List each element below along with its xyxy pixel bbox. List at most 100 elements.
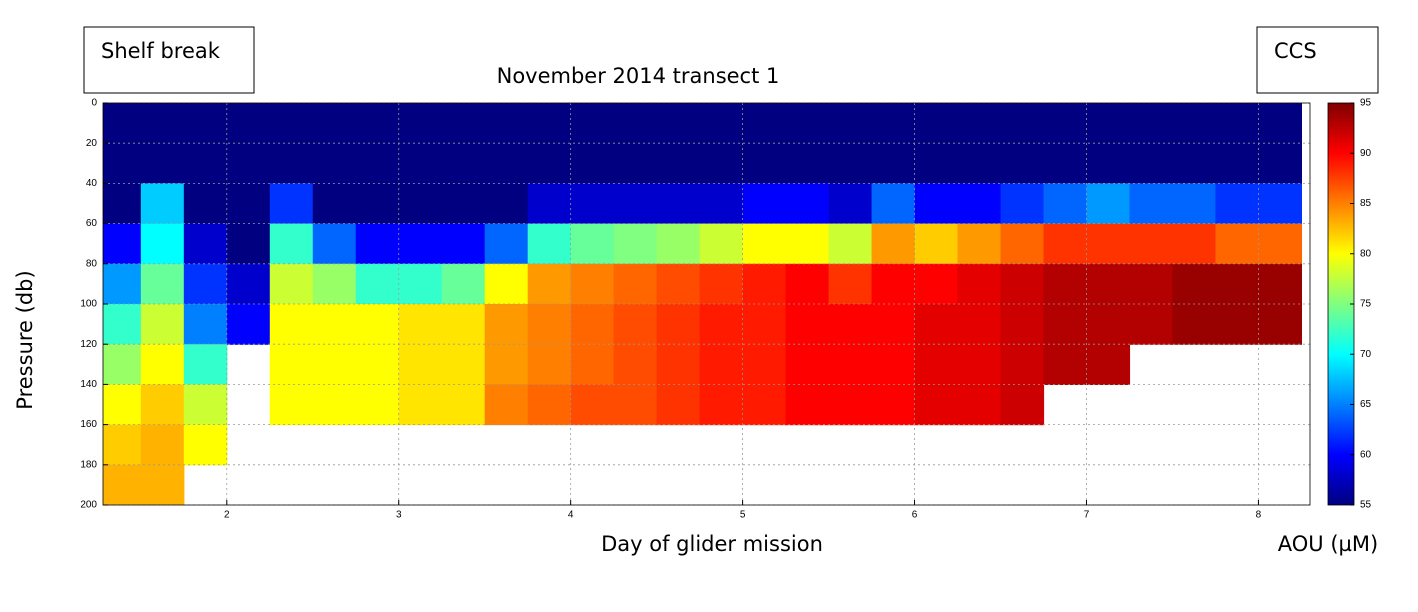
cell xyxy=(656,103,701,144)
cell xyxy=(441,143,486,184)
cell xyxy=(1043,183,1088,225)
cell xyxy=(656,263,701,305)
y-tick-label: 120 xyxy=(80,339,97,350)
y-tick-label: 20 xyxy=(86,138,98,149)
cell xyxy=(785,183,830,225)
y-tick-label: 160 xyxy=(80,419,97,430)
cell xyxy=(1215,183,1260,225)
cell xyxy=(1000,103,1045,144)
cell xyxy=(613,223,658,265)
cell xyxy=(1172,304,1217,345)
cell xyxy=(742,103,787,144)
cell xyxy=(1172,103,1217,144)
cell xyxy=(914,304,959,345)
cell xyxy=(1000,304,1045,345)
cell xyxy=(183,263,228,305)
x-tick-label: 3 xyxy=(396,510,402,521)
cell xyxy=(871,384,916,426)
x-tick-label: 7 xyxy=(1084,510,1090,521)
cell xyxy=(398,143,443,184)
cell xyxy=(183,103,228,144)
cell xyxy=(140,344,185,385)
cell xyxy=(441,384,486,426)
cell xyxy=(183,384,228,426)
cell xyxy=(957,344,1002,385)
cell xyxy=(699,384,744,426)
x-tick-label: 5 xyxy=(740,510,746,521)
cell xyxy=(312,103,357,144)
annotation: Shelf break xyxy=(101,39,221,63)
cell xyxy=(527,183,572,225)
cell xyxy=(1215,223,1260,265)
cell xyxy=(355,143,400,184)
cell xyxy=(570,103,615,144)
cell xyxy=(699,183,744,225)
cell xyxy=(183,143,228,184)
y-tick-label: 80 xyxy=(86,258,98,269)
cell xyxy=(656,384,701,426)
cell xyxy=(140,464,185,505)
cell xyxy=(1000,344,1045,385)
cell xyxy=(699,103,744,144)
cell xyxy=(1086,223,1131,265)
cell xyxy=(183,304,228,345)
cell xyxy=(1129,223,1174,265)
y-tick-label: 0 xyxy=(91,98,97,109)
cell xyxy=(1258,103,1303,144)
colorbar-tick-label: 75 xyxy=(1360,299,1372,310)
cell xyxy=(226,103,271,144)
cell xyxy=(269,304,314,345)
cell xyxy=(1215,103,1260,144)
cell xyxy=(785,223,830,265)
cell xyxy=(828,143,873,184)
cell xyxy=(312,304,357,345)
cell xyxy=(828,263,873,305)
cell xyxy=(828,103,873,144)
cell xyxy=(441,344,486,385)
cell xyxy=(613,344,658,385)
cell xyxy=(656,183,701,225)
cell xyxy=(656,304,701,345)
cell xyxy=(103,464,142,505)
cell xyxy=(484,384,529,426)
cell xyxy=(1000,223,1045,265)
cell xyxy=(484,183,529,225)
cell xyxy=(441,263,486,305)
cell xyxy=(527,384,572,426)
cell xyxy=(1043,263,1088,305)
colorbar-tick-label: 85 xyxy=(1360,198,1372,209)
cell xyxy=(484,304,529,345)
y-tick-label: 140 xyxy=(80,379,97,390)
cell xyxy=(871,183,916,225)
cell xyxy=(1086,143,1131,184)
cell xyxy=(312,344,357,385)
cell xyxy=(484,223,529,265)
x-tick-label: 8 xyxy=(1256,510,1262,521)
x-tick-label: 2 xyxy=(224,510,230,521)
y-tick-label: 200 xyxy=(80,500,97,511)
annotation-box xyxy=(1256,26,1379,94)
cell xyxy=(1086,103,1131,144)
cell xyxy=(699,344,744,385)
cell xyxy=(785,143,830,184)
cell xyxy=(656,223,701,265)
chart-title: November 2014 transect 1 xyxy=(497,64,780,88)
cell xyxy=(1258,143,1303,184)
cell xyxy=(656,344,701,385)
cell xyxy=(103,183,142,225)
cell xyxy=(570,223,615,265)
cell xyxy=(1172,143,1217,184)
cell xyxy=(355,304,400,345)
cell xyxy=(269,384,314,426)
cell xyxy=(1129,263,1174,305)
cell xyxy=(613,143,658,184)
y-tick-label: 40 xyxy=(86,178,98,189)
cell xyxy=(914,223,959,265)
colorbar-tick-label: 90 xyxy=(1360,148,1372,159)
cell xyxy=(140,384,185,426)
cell xyxy=(355,344,400,385)
cell xyxy=(656,143,701,184)
cell xyxy=(742,183,787,225)
cell xyxy=(699,143,744,184)
cell xyxy=(355,103,400,144)
